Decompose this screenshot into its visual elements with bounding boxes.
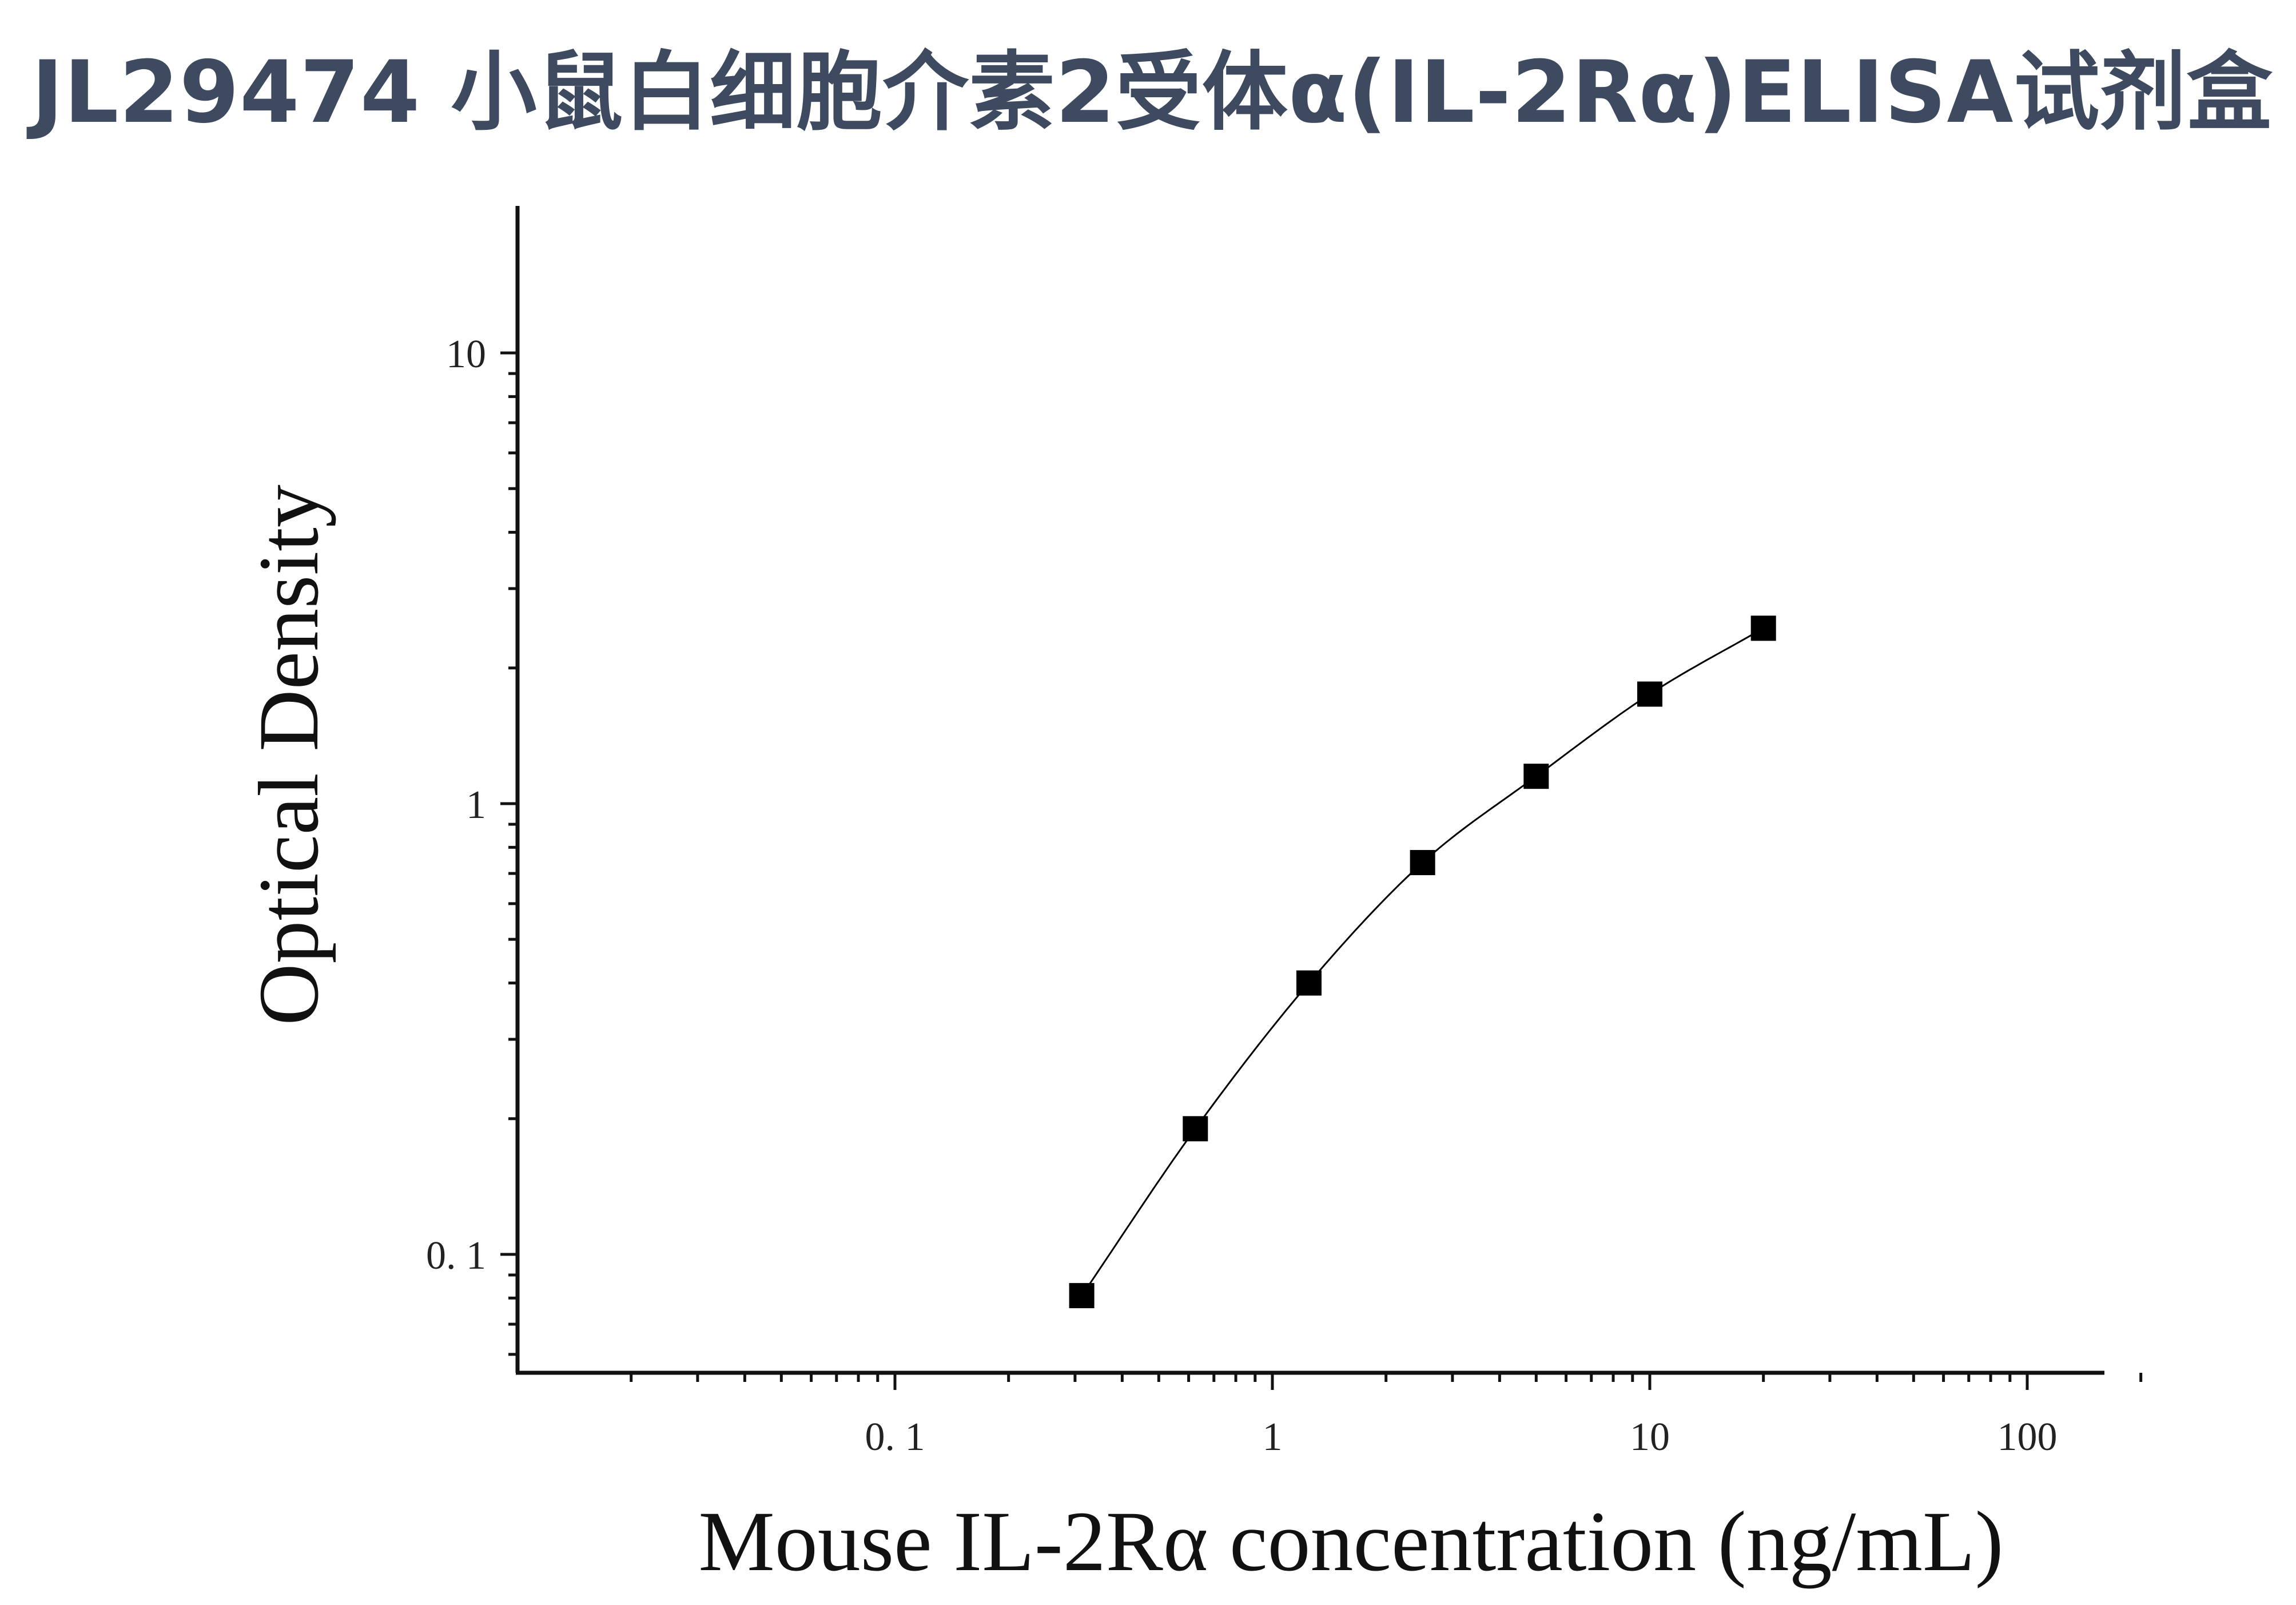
- data-point: [1069, 1283, 1095, 1309]
- y-tick-label: 1: [466, 783, 486, 827]
- page-title: JL29474 小鼠白细胞介素2受体α(IL-2Rα)ELISA试剂盒: [31, 43, 2273, 142]
- data-point: [1637, 681, 1662, 707]
- x-tick-label: 0. 1: [865, 1415, 925, 1459]
- data-points: [1069, 615, 1776, 1309]
- data-point: [1183, 1116, 1208, 1142]
- axis-ticks: [500, 351, 2143, 1390]
- x-axis-title: Mouse IL-2Rα concentration (ng/mL): [698, 1494, 2003, 1589]
- x-tick-label: 100: [1997, 1415, 2058, 1459]
- x-tick-label: 10: [1630, 1415, 1670, 1459]
- y-tick-label: 10: [446, 332, 486, 376]
- axes: [515, 206, 2104, 1375]
- tick-labels: 0. 1 1 10 100 0. 1 1 10: [426, 332, 2058, 1459]
- x-tick-label: 1: [1263, 1415, 1283, 1459]
- fit-curve: [1073, 627, 1764, 1308]
- y-tick-label: 0. 1: [426, 1234, 486, 1278]
- fit-curve-group: [1073, 627, 1764, 1308]
- data-point: [1750, 615, 1776, 641]
- data-point: [1410, 850, 1435, 876]
- y-axis-title: Optical Density: [241, 484, 336, 1026]
- data-point: [1296, 970, 1322, 996]
- data-point: [1523, 764, 1549, 789]
